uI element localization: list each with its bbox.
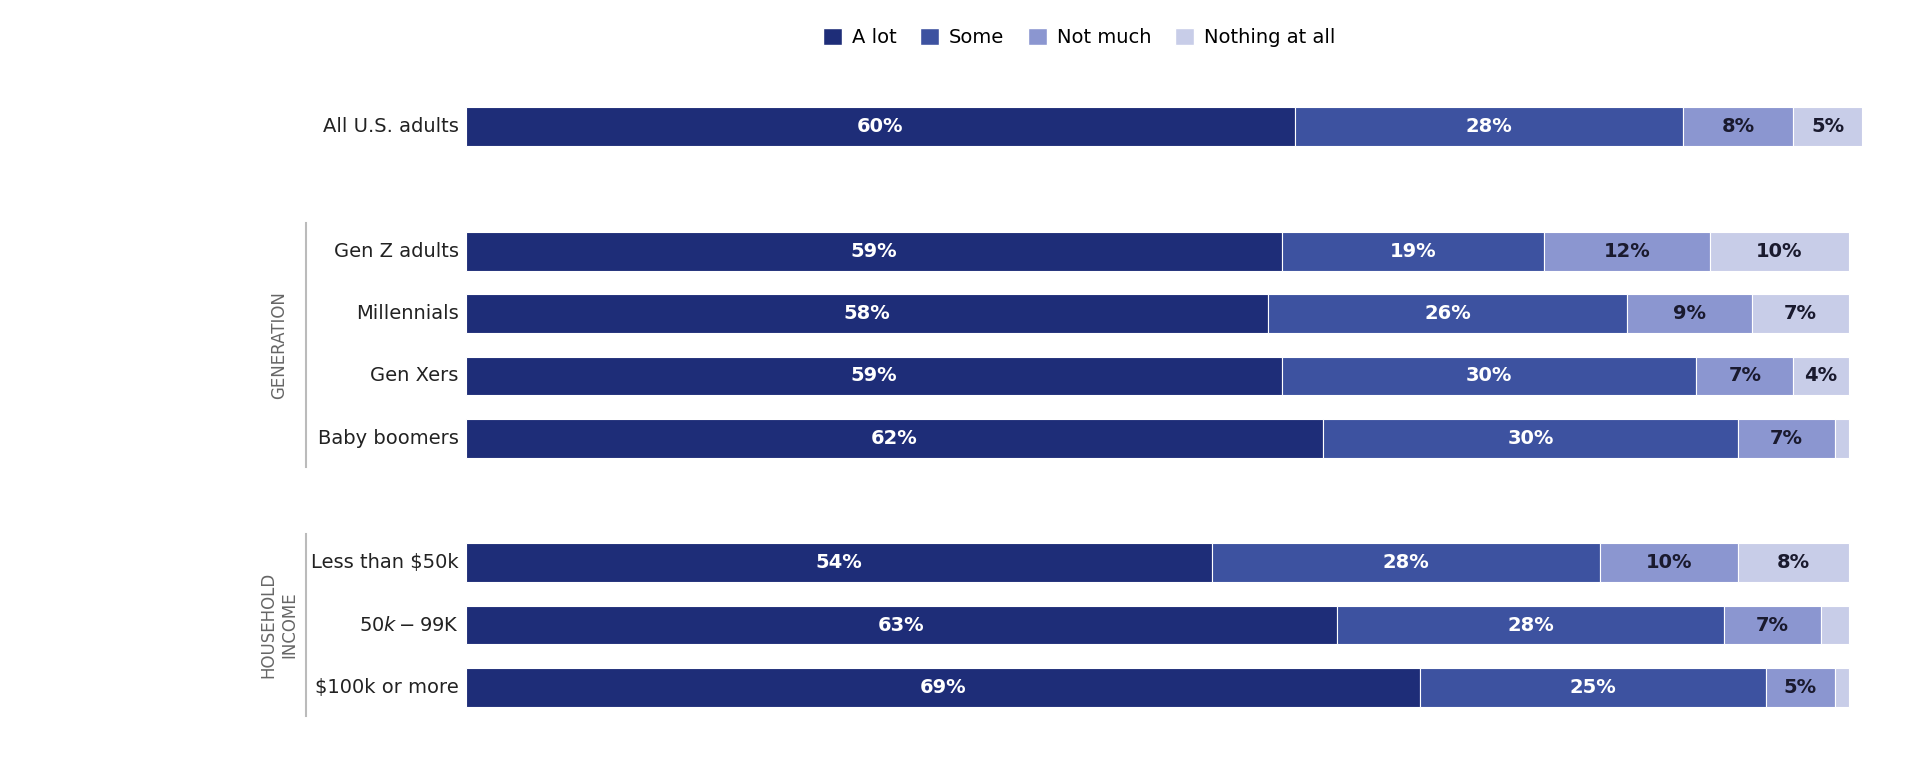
Text: 30%: 30%	[1507, 429, 1553, 448]
Text: 28%: 28%	[1507, 616, 1553, 634]
Text: $100k or more: $100k or more	[315, 678, 459, 697]
Bar	[1738, 419, 1836, 458]
Text: 69%: 69%	[920, 678, 966, 697]
Bar	[1793, 356, 1849, 396]
Bar	[465, 419, 1323, 458]
Text: 7%: 7%	[1728, 366, 1761, 386]
Bar	[1711, 232, 1849, 270]
Bar	[465, 232, 1281, 270]
Text: 5%: 5%	[1784, 678, 1816, 697]
Text: 10%: 10%	[1645, 553, 1692, 572]
Text: 7%: 7%	[1757, 616, 1789, 634]
Text: 5%: 5%	[1811, 118, 1845, 136]
Text: 12%: 12%	[1603, 242, 1651, 261]
Bar	[1697, 356, 1793, 396]
Text: 9%: 9%	[1672, 304, 1707, 323]
Text: 25%: 25%	[1569, 678, 1617, 697]
Text: HOUSEHOLD
INCOME: HOUSEHOLD INCOME	[259, 572, 298, 678]
Text: $50k-$99K: $50k-$99K	[359, 616, 459, 634]
Bar	[1323, 419, 1738, 458]
Text: All U.S. adults: All U.S. adults	[323, 118, 459, 136]
Text: Less than $50k: Less than $50k	[311, 553, 459, 572]
Bar	[1281, 232, 1544, 270]
Text: 19%: 19%	[1390, 242, 1436, 261]
Text: 10%: 10%	[1757, 242, 1803, 261]
Bar	[1820, 606, 1849, 644]
Text: Baby boomers: Baby boomers	[317, 429, 459, 448]
Text: 8%: 8%	[1776, 553, 1811, 572]
Text: 59%: 59%	[851, 366, 897, 386]
Bar	[465, 668, 1419, 707]
Text: 28%: 28%	[1465, 118, 1513, 136]
Bar	[1836, 419, 1849, 458]
Bar	[1751, 294, 1849, 333]
Text: 8%: 8%	[1722, 118, 1755, 136]
Bar	[1599, 544, 1738, 582]
Text: 7%: 7%	[1770, 429, 1803, 448]
Text: 58%: 58%	[843, 304, 891, 323]
Bar	[1212, 544, 1599, 582]
Bar	[1281, 356, 1697, 396]
Text: 4%: 4%	[1805, 366, 1837, 386]
Bar	[1724, 606, 1820, 644]
Text: 63%: 63%	[877, 616, 925, 634]
Bar	[465, 294, 1267, 333]
Text: 62%: 62%	[872, 429, 918, 448]
Bar	[465, 108, 1296, 146]
Text: 7%: 7%	[1784, 304, 1816, 323]
Text: 30%: 30%	[1465, 366, 1513, 386]
Bar	[1296, 108, 1682, 146]
Text: Millennials: Millennials	[355, 304, 459, 323]
Bar	[1544, 232, 1711, 270]
Text: 60%: 60%	[856, 118, 904, 136]
Legend: A lot, Some, Not much, Nothing at all: A lot, Some, Not much, Nothing at all	[814, 21, 1344, 55]
Bar	[1793, 108, 1862, 146]
Bar	[1766, 668, 1836, 707]
Bar	[465, 544, 1212, 582]
Bar	[465, 606, 1336, 644]
Bar	[1682, 108, 1793, 146]
Text: 54%: 54%	[816, 553, 862, 572]
Text: 28%: 28%	[1382, 553, 1428, 572]
Bar	[1336, 606, 1724, 644]
Text: Gen Xers: Gen Xers	[371, 366, 459, 386]
Text: 59%: 59%	[851, 242, 897, 261]
Text: GENERATION: GENERATION	[271, 291, 288, 399]
Bar	[1419, 668, 1766, 707]
Bar	[1738, 544, 1849, 582]
Bar	[465, 356, 1281, 396]
Bar	[1836, 668, 1849, 707]
Text: 26%: 26%	[1425, 304, 1471, 323]
Text: Gen Z adults: Gen Z adults	[334, 242, 459, 261]
Bar	[1267, 294, 1628, 333]
Bar	[1628, 294, 1751, 333]
